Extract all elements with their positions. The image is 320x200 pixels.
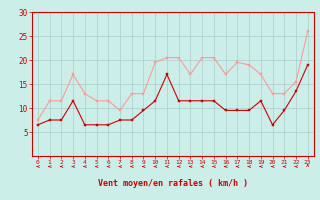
X-axis label: Vent moyen/en rafales ( km/h ): Vent moyen/en rafales ( km/h ) [98, 179, 248, 188]
